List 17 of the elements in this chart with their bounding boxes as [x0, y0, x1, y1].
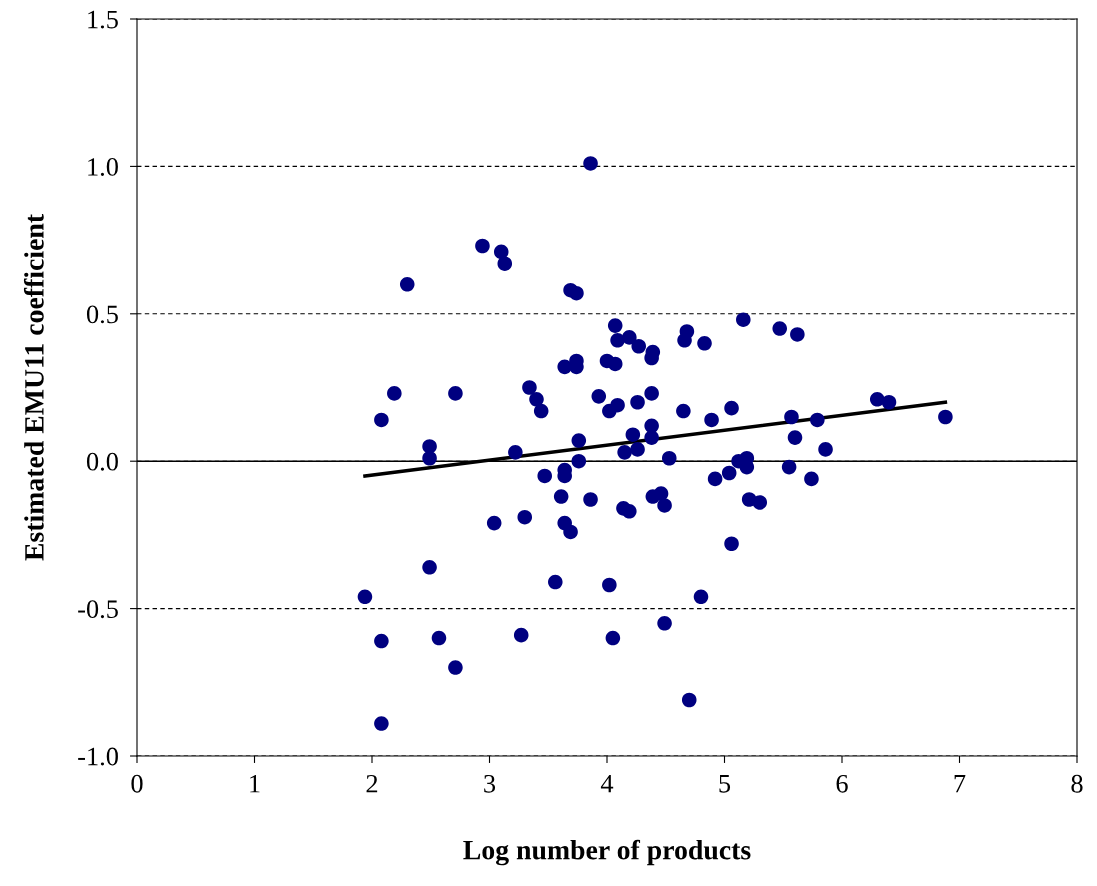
- x-axis-title: Log number of products: [463, 839, 751, 866]
- x-tick-label: 2: [366, 774, 378, 793]
- x-tick-label: 1: [250, 774, 260, 793]
- x-tick-label: 0: [131, 774, 143, 793]
- y-tick-label: 1.5: [88, 10, 118, 29]
- y-tick-label: 0.0: [86, 452, 118, 471]
- x-tick-label: 5: [719, 775, 731, 793]
- y-tick-label: 1.0: [88, 158, 118, 176]
- y-tick-label: -0.5: [78, 600, 118, 619]
- x-tick-label: 8: [1071, 774, 1083, 793]
- x-tick-label: 7: [954, 775, 966, 793]
- y-axis-title: Estimated EMU11 coefficient: [23, 214, 44, 561]
- x-tick-label: 3: [484, 774, 496, 793]
- y-tick-label: 0.5: [86, 305, 118, 324]
- x-tick-label: 6: [836, 774, 848, 793]
- y-tick-label: -1.0: [78, 747, 118, 766]
- x-tick-label: 4: [600, 775, 614, 793]
